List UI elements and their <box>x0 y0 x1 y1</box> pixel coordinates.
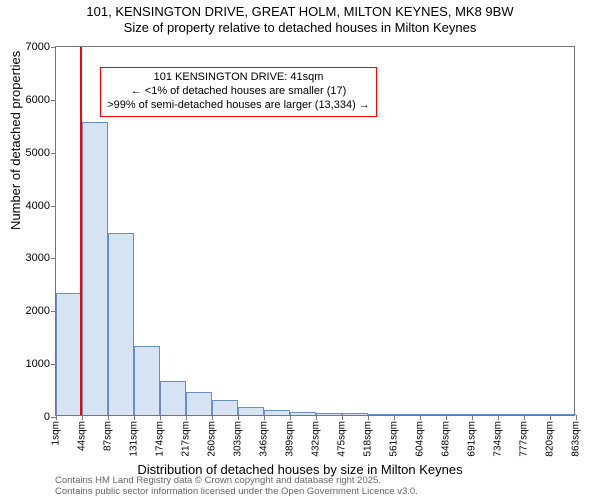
ytick-mark <box>51 258 56 259</box>
xtick-label: 734sqm <box>493 421 504 457</box>
xtick-label: 518sqm <box>363 421 374 457</box>
xtick-mark <box>238 415 239 420</box>
histogram-bar <box>498 414 524 415</box>
xtick-mark <box>316 415 317 420</box>
ytick-label: 3000 <box>26 252 50 264</box>
xtick-mark <box>550 415 551 420</box>
ytick-mark <box>51 311 56 312</box>
histogram-bar <box>290 412 316 415</box>
chart-plot-area: 101 KENSINGTON DRIVE: 41sqm← <1% of deta… <box>55 46 575 416</box>
xtick-mark <box>524 415 525 420</box>
annotation-line: 101 KENSINGTON DRIVE: 41sqm <box>107 71 370 85</box>
footer-line-2: Contains public sector information licen… <box>55 487 418 498</box>
histogram-bar <box>550 414 576 415</box>
xtick-label: 691sqm <box>467 421 478 457</box>
xtick-mark <box>342 415 343 420</box>
ytick-mark <box>51 47 56 48</box>
xtick-label: 44sqm <box>77 421 88 451</box>
xtick-label: 131sqm <box>129 421 140 457</box>
xtick-mark <box>498 415 499 420</box>
xtick-mark <box>212 415 213 420</box>
xtick-label: 648sqm <box>441 421 452 457</box>
ytick-mark <box>51 100 56 101</box>
xtick-mark <box>472 415 473 420</box>
ytick-label: 2000 <box>26 305 50 317</box>
histogram-bar <box>368 414 394 415</box>
xtick-label: 389sqm <box>285 421 296 457</box>
xtick-mark <box>82 415 83 420</box>
ytick-label: 5000 <box>26 147 50 159</box>
xtick-mark <box>576 415 577 420</box>
ytick-label: 1000 <box>26 358 50 370</box>
annotation-box: 101 KENSINGTON DRIVE: 41sqm← <1% of deta… <box>100 67 377 116</box>
ytick-label: 7000 <box>26 41 50 53</box>
histogram-bar <box>264 410 290 415</box>
ytick-label: 6000 <box>26 94 50 106</box>
xtick-label: 87sqm <box>103 421 114 451</box>
ytick-label: 4000 <box>26 200 50 212</box>
xtick-mark <box>186 415 187 420</box>
ytick-mark <box>51 153 56 154</box>
chart-container: 101, KENSINGTON DRIVE, GREAT HOLM, MILTO… <box>0 0 600 500</box>
histogram-bar <box>420 414 446 415</box>
xtick-label: 561sqm <box>389 421 400 457</box>
annotation-line: >99% of semi-detached houses are larger … <box>107 99 370 113</box>
xtick-mark <box>264 415 265 420</box>
xtick-label: 174sqm <box>155 421 166 457</box>
xtick-mark <box>394 415 395 420</box>
title-line-1: 101, KENSINGTON DRIVE, GREAT HOLM, MILTO… <box>0 4 600 20</box>
histogram-bar <box>342 413 368 415</box>
xtick-mark <box>368 415 369 420</box>
annotation-line: ← <1% of detached houses are smaller (17… <box>107 85 370 99</box>
title-block: 101, KENSINGTON DRIVE, GREAT HOLM, MILTO… <box>0 0 600 37</box>
plot: 101 KENSINGTON DRIVE: 41sqm← <1% of deta… <box>56 47 574 415</box>
xtick-label: 604sqm <box>415 421 426 457</box>
histogram-bar <box>134 346 160 415</box>
y-axis-title: Number of detached properties <box>8 51 23 230</box>
xtick-label: 432sqm <box>311 421 322 457</box>
histogram-bar <box>212 400 238 415</box>
xtick-label: 260sqm <box>207 421 218 457</box>
ytick-mark <box>51 364 56 365</box>
histogram-bar <box>394 414 420 415</box>
xtick-label: 863sqm <box>571 421 582 457</box>
xtick-mark <box>160 415 161 420</box>
xtick-mark <box>56 415 57 420</box>
histogram-bar <box>238 407 264 415</box>
histogram-bar <box>108 233 134 415</box>
xtick-mark <box>134 415 135 420</box>
histogram-bar <box>472 414 498 415</box>
xtick-mark <box>420 415 421 420</box>
marker-line <box>80 47 82 415</box>
histogram-bar <box>524 414 550 415</box>
histogram-bar <box>316 413 342 415</box>
xtick-label: 217sqm <box>181 421 192 457</box>
xtick-mark <box>446 415 447 420</box>
histogram-bar <box>82 122 108 415</box>
histogram-bar <box>56 293 82 415</box>
title-line-2: Size of property relative to detached ho… <box>0 20 600 36</box>
ytick-mark <box>51 206 56 207</box>
histogram-bar <box>160 381 186 415</box>
xtick-label: 475sqm <box>337 421 348 457</box>
xtick-mark <box>290 415 291 420</box>
histogram-bar <box>446 414 472 415</box>
footer: Contains HM Land Registry data © Crown c… <box>55 476 418 498</box>
histogram-bar <box>186 392 212 415</box>
ytick-label: 0 <box>44 411 50 423</box>
xtick-label: 820sqm <box>545 421 556 457</box>
xtick-label: 346sqm <box>259 421 270 457</box>
xtick-label: 777sqm <box>519 421 530 457</box>
xtick-label: 1sqm <box>51 421 62 445</box>
xtick-mark <box>108 415 109 420</box>
xtick-label: 303sqm <box>233 421 244 457</box>
